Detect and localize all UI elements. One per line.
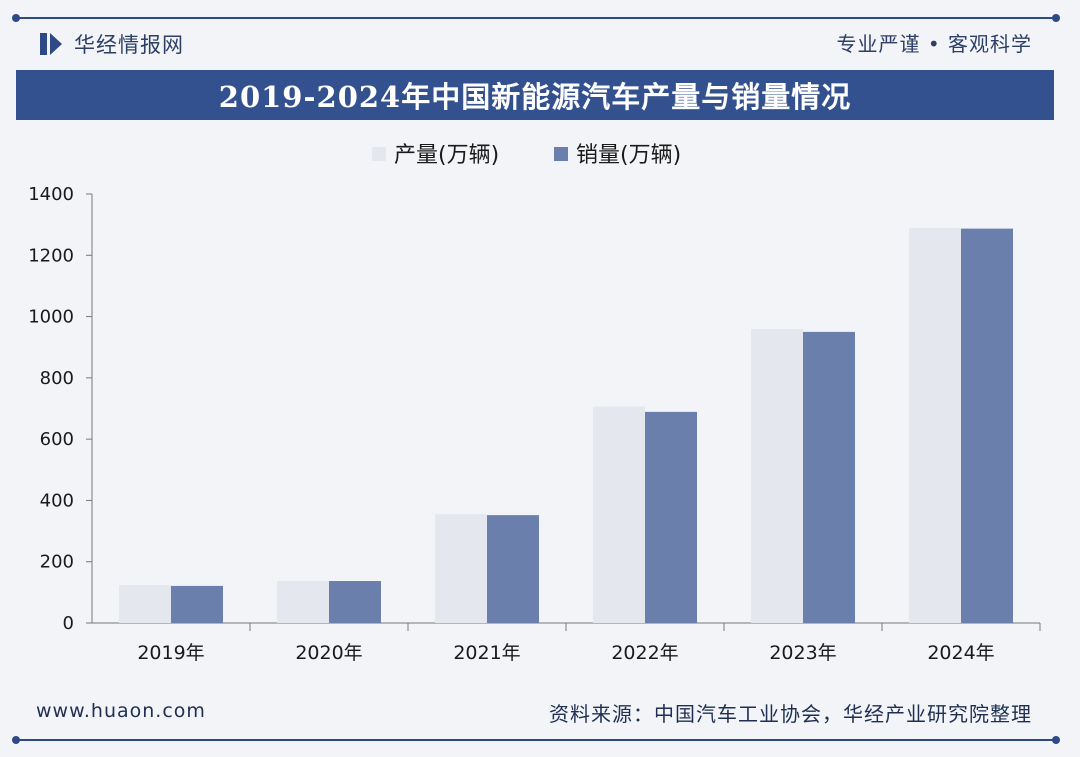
legend-swatch-sales — [554, 147, 568, 161]
bar-production — [119, 585, 171, 623]
x-tick-label: 2020年 — [295, 642, 362, 664]
divider-dot — [1052, 736, 1060, 744]
top-divider — [16, 17, 1056, 19]
legend-swatch-production — [372, 147, 386, 161]
x-tick-label: 2021年 — [453, 642, 520, 664]
y-tick-label: 800 — [40, 368, 74, 389]
legend-label: 销量(万辆) — [576, 143, 681, 168]
x-tick-label: 2024年 — [927, 642, 994, 664]
y-tick-label: 1400 — [28, 184, 74, 205]
title-band: 2019-2024年中国新能源汽车产量与销量情况 — [16, 70, 1054, 120]
divider-dot — [12, 14, 20, 22]
bar-production — [593, 406, 645, 623]
legend: 产量(万辆) 销量(万辆) — [372, 143, 681, 168]
bar-sales — [645, 411, 697, 623]
legend-label: 产量(万辆) — [394, 143, 499, 168]
y-tick-label: 400 — [40, 490, 74, 511]
x-tick-label: 2023年 — [769, 642, 836, 664]
website-url: www.huaon.com — [36, 700, 206, 722]
slogan: 专业严谨 • 客观科学 — [836, 32, 1032, 56]
bar-production — [751, 329, 803, 623]
y-tick-label: 600 — [40, 429, 74, 450]
bar-sales — [171, 585, 223, 623]
x-tick-label: 2022年 — [611, 642, 678, 664]
chart-title: 2019-2024年中国新能源汽车产量与销量情况 — [218, 80, 852, 114]
bar-sales — [961, 228, 1013, 623]
bar-production — [435, 514, 487, 623]
bars — [119, 228, 1013, 624]
y-tick-label: 1000 — [28, 307, 74, 328]
brand: 华经情报网 — [40, 28, 184, 60]
divider-dot — [1052, 14, 1060, 22]
bar-sales — [487, 515, 539, 623]
bottom-divider — [16, 739, 1056, 741]
axes: 0 200 400 600 800 1000 1200 1400 2019年 2020年 2021年… — [28, 184, 1041, 664]
bar-production — [909, 228, 961, 624]
y-tick-label: 1200 — [28, 245, 74, 266]
bar-sales — [803, 331, 855, 623]
data-source: 资料来源：中国汽车工业协会，华经产业研究院整理 — [549, 702, 1032, 726]
y-tick-label: 0 — [63, 613, 74, 634]
bar-sales — [329, 581, 381, 623]
divider-dot — [12, 736, 20, 744]
brand-logo-icon — [40, 33, 66, 55]
bar-production — [277, 581, 329, 623]
x-tick-label: 2019年 — [137, 642, 204, 664]
y-tick-label: 200 — [40, 552, 74, 573]
brand-name: 华经情报网 — [74, 33, 184, 57]
